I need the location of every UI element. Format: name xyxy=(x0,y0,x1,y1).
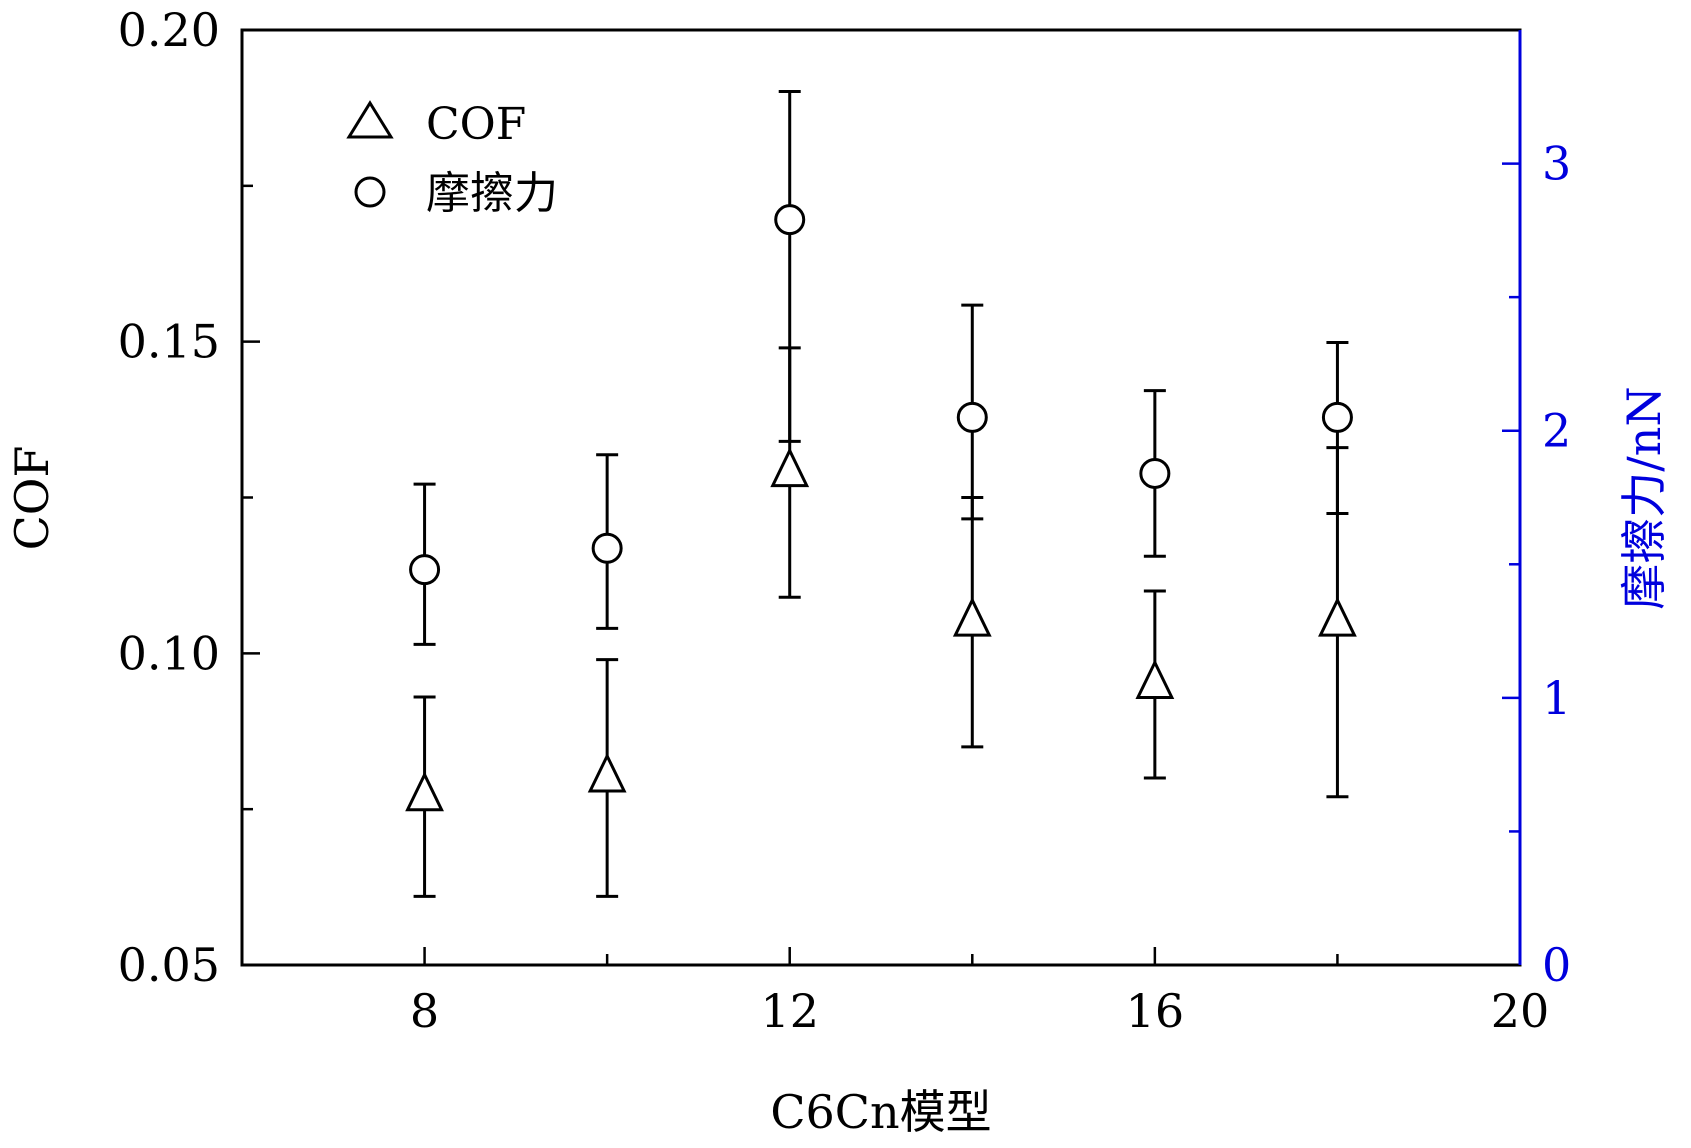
y-right-tick-label: 1 xyxy=(1542,671,1571,725)
friction-point xyxy=(591,532,623,564)
legend-triangle-marker xyxy=(346,100,394,139)
x-axis-title: C6Cn模型 xyxy=(770,1085,991,1139)
y-right-axis-title: 摩擦力/nN xyxy=(1617,386,1671,609)
x-tick-label: 8 xyxy=(410,984,439,1038)
y-tick-label: 0.15 xyxy=(118,315,220,369)
y-tick-label: 0.05 xyxy=(118,938,220,992)
y-right-tick-label: 2 xyxy=(1542,404,1571,458)
legend-label-friction: 摩擦力 xyxy=(426,168,558,219)
friction-point xyxy=(1321,401,1353,433)
friction-point xyxy=(774,204,806,236)
cof-point xyxy=(770,447,810,488)
y-tick-label: 0.20 xyxy=(118,3,220,57)
legend: COF 摩擦力 xyxy=(346,99,558,219)
x-tick-label: 20 xyxy=(1491,984,1550,1038)
y-right-tick-label: 3 xyxy=(1542,137,1571,191)
y-right-tick-label: 0 xyxy=(1542,938,1571,992)
cof-point xyxy=(1135,659,1175,699)
y-axis-title: COF xyxy=(5,446,59,551)
friction-point xyxy=(409,554,441,586)
x-tick-label: 12 xyxy=(760,984,819,1038)
markers xyxy=(405,204,1357,812)
friction-point xyxy=(956,401,988,433)
cof-point xyxy=(587,752,627,793)
cof-point xyxy=(405,771,444,812)
x-tick-label: 16 xyxy=(1126,984,1185,1038)
legend-circle-marker xyxy=(354,176,386,208)
cof-point xyxy=(952,596,992,637)
y-tick-label: 0.10 xyxy=(118,626,220,680)
cof-point xyxy=(1318,596,1357,637)
legend-label-cof: COF xyxy=(426,99,526,150)
friction-point xyxy=(1139,457,1171,489)
